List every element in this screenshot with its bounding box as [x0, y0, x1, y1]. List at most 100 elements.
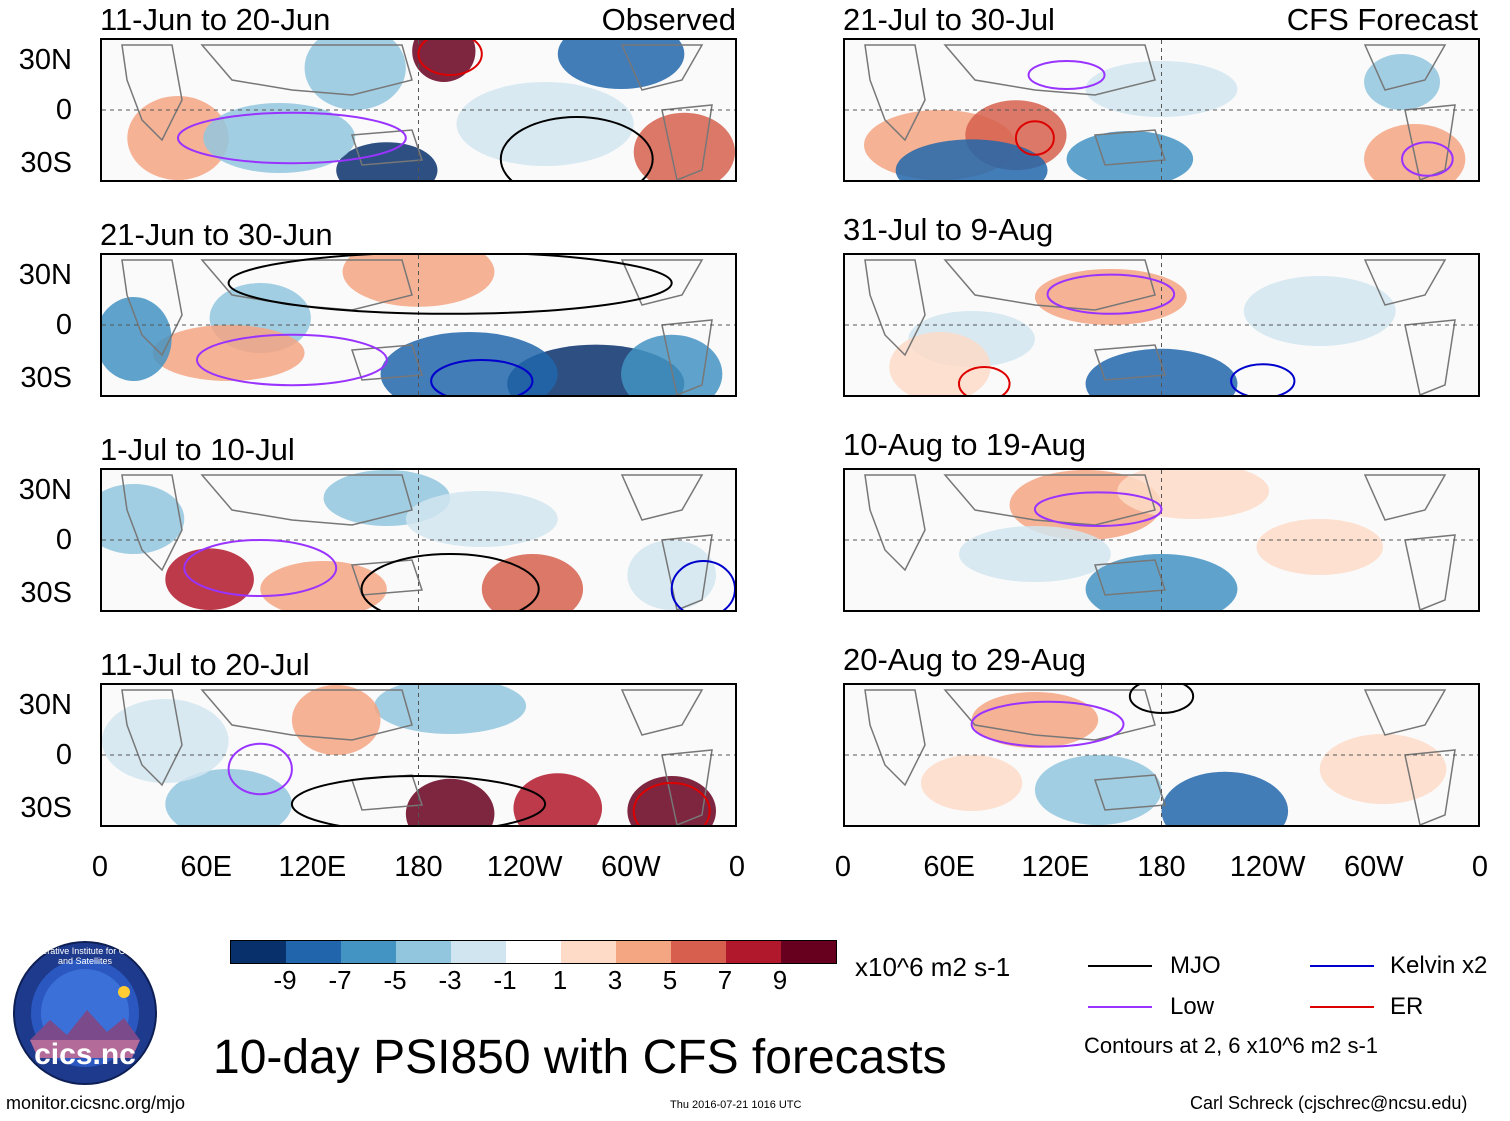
legend-mjo-line: [1088, 965, 1152, 967]
anomaly-shading: [889, 332, 991, 395]
anomaly-shading: [165, 769, 292, 825]
colorbar-units: x10^6 m2 s-1: [855, 952, 1011, 982]
coastline: [620, 474, 704, 521]
coastline: [200, 44, 413, 96]
wave-contour: [227, 742, 293, 796]
map-graphics: [845, 255, 1478, 395]
map-panel-forecast-1: [843, 38, 1480, 182]
wave-contour: [1014, 120, 1055, 156]
wave-contour: [1033, 491, 1163, 527]
coastline: [1093, 774, 1167, 811]
y-label-eq: 0: [55, 94, 72, 126]
map-panel-observed-4: [100, 683, 737, 827]
wave-contour: [1027, 60, 1106, 90]
colorbar-tick-label: 7: [717, 965, 733, 995]
footer-url[interactable]: monitor.cicsnc.org/mjo: [6, 1093, 186, 1113]
colorbar-swatch: [396, 941, 451, 963]
wave-contour: [957, 366, 1011, 395]
colorbar-tick-label: 5: [662, 965, 678, 995]
panel-7-title: 10-Aug to 19-Aug: [843, 427, 1087, 462]
anomaly-shading: [1161, 771, 1289, 825]
colorbar-tick-label: -9: [273, 965, 297, 995]
y-label-30n: 30N: [18, 474, 72, 506]
legend-kelvin-line: [1310, 965, 1374, 967]
anomaly-shading: [291, 685, 381, 755]
wave-contour: [1230, 363, 1296, 395]
wave-contour: [1401, 141, 1454, 177]
x-axis-label: 0: [834, 851, 852, 883]
wave-contour: [176, 111, 407, 165]
colorbar-swatch: [451, 941, 506, 963]
anomaly-shading: [1364, 54, 1441, 110]
colorbar-tick-label: -7: [328, 965, 352, 995]
anomaly-shading: [920, 755, 1023, 811]
anomaly-shading: [557, 40, 685, 89]
coastline: [1093, 559, 1167, 596]
wave-contour: [1046, 273, 1176, 315]
anomaly-shading: [412, 40, 476, 82]
colorbar-swatch: [286, 941, 341, 963]
panel-2-title: 21-Jun to 30-Jun: [100, 217, 333, 252]
wave-contour: [227, 255, 673, 315]
x-axis-label: 120E: [278, 851, 347, 883]
colorbar-tick-label: -5: [383, 965, 407, 995]
anomaly-shading: [958, 526, 1111, 582]
y-label-30s: 30S: [20, 792, 72, 824]
wave-contour: [290, 775, 547, 825]
x-axis-label: 60E: [180, 851, 232, 883]
map-graphics: [845, 40, 1478, 180]
coastline: [661, 104, 713, 180]
map-panel-observed-2: [100, 253, 737, 397]
x-axis-label: 120W: [486, 851, 563, 883]
wave-contour: [632, 782, 711, 825]
anomaly-shading: [405, 491, 558, 547]
coastline: [121, 44, 183, 142]
coastline: [864, 44, 926, 142]
coastline: [1363, 259, 1447, 306]
coastline: [943, 259, 1156, 311]
y-label-30n: 30N: [18, 259, 72, 291]
coastline: [121, 689, 183, 787]
anomaly-shading: [1243, 276, 1396, 346]
anomaly-shading: [1319, 734, 1447, 804]
anomaly-shading: [152, 325, 305, 381]
logo-text: cics.nc: [34, 1038, 136, 1071]
coastline: [864, 474, 926, 572]
panel-5-label: CFS Forecast: [1286, 2, 1478, 37]
coastline: [661, 749, 713, 825]
cics-logo: Cooperative Institute for Climate and Sa…: [12, 940, 158, 1086]
coastline: [620, 44, 704, 91]
x-axis-label: 120E: [1021, 851, 1090, 883]
wave-contour: [430, 359, 534, 395]
map-graphics: [102, 685, 735, 825]
colorbar-tick-label: 3: [607, 965, 623, 995]
y-label-eq: 0: [55, 524, 72, 556]
colorbar-swatch: [781, 941, 836, 963]
map-panel-forecast-4: [843, 683, 1480, 827]
colorbar: [230, 940, 837, 964]
coastline: [200, 474, 413, 526]
coastline: [350, 129, 424, 166]
panel-6-title: 31-Jul to 9-Aug: [843, 212, 1054, 247]
panel-1-label: Observed: [601, 2, 736, 37]
anomaly-shading: [102, 297, 172, 381]
x-axis-label: 180: [1137, 851, 1186, 883]
x-axis-label: 0: [728, 851, 746, 883]
anomaly-shading: [895, 139, 1048, 180]
coastline: [620, 259, 704, 306]
wave-contour: [670, 560, 735, 610]
anomaly-shading: [1117, 470, 1270, 519]
map-graphics: [102, 255, 735, 395]
colorbar-swatch: [506, 941, 561, 963]
coastline: [1093, 129, 1167, 166]
map-graphics: [102, 40, 735, 180]
anomaly-shading: [1034, 269, 1187, 325]
coastline: [1404, 749, 1456, 825]
coastline: [1363, 44, 1447, 91]
anomaly-shading: [456, 82, 634, 166]
panel-5-title: 21-Jul to 30-Jul: [843, 2, 1055, 37]
panel-3-title: 1-Jul to 10-Jul: [100, 432, 295, 467]
y-label-30n: 30N: [18, 44, 72, 76]
anomaly-shading: [304, 40, 406, 110]
x-axis-label: 60W: [1344, 851, 1404, 883]
